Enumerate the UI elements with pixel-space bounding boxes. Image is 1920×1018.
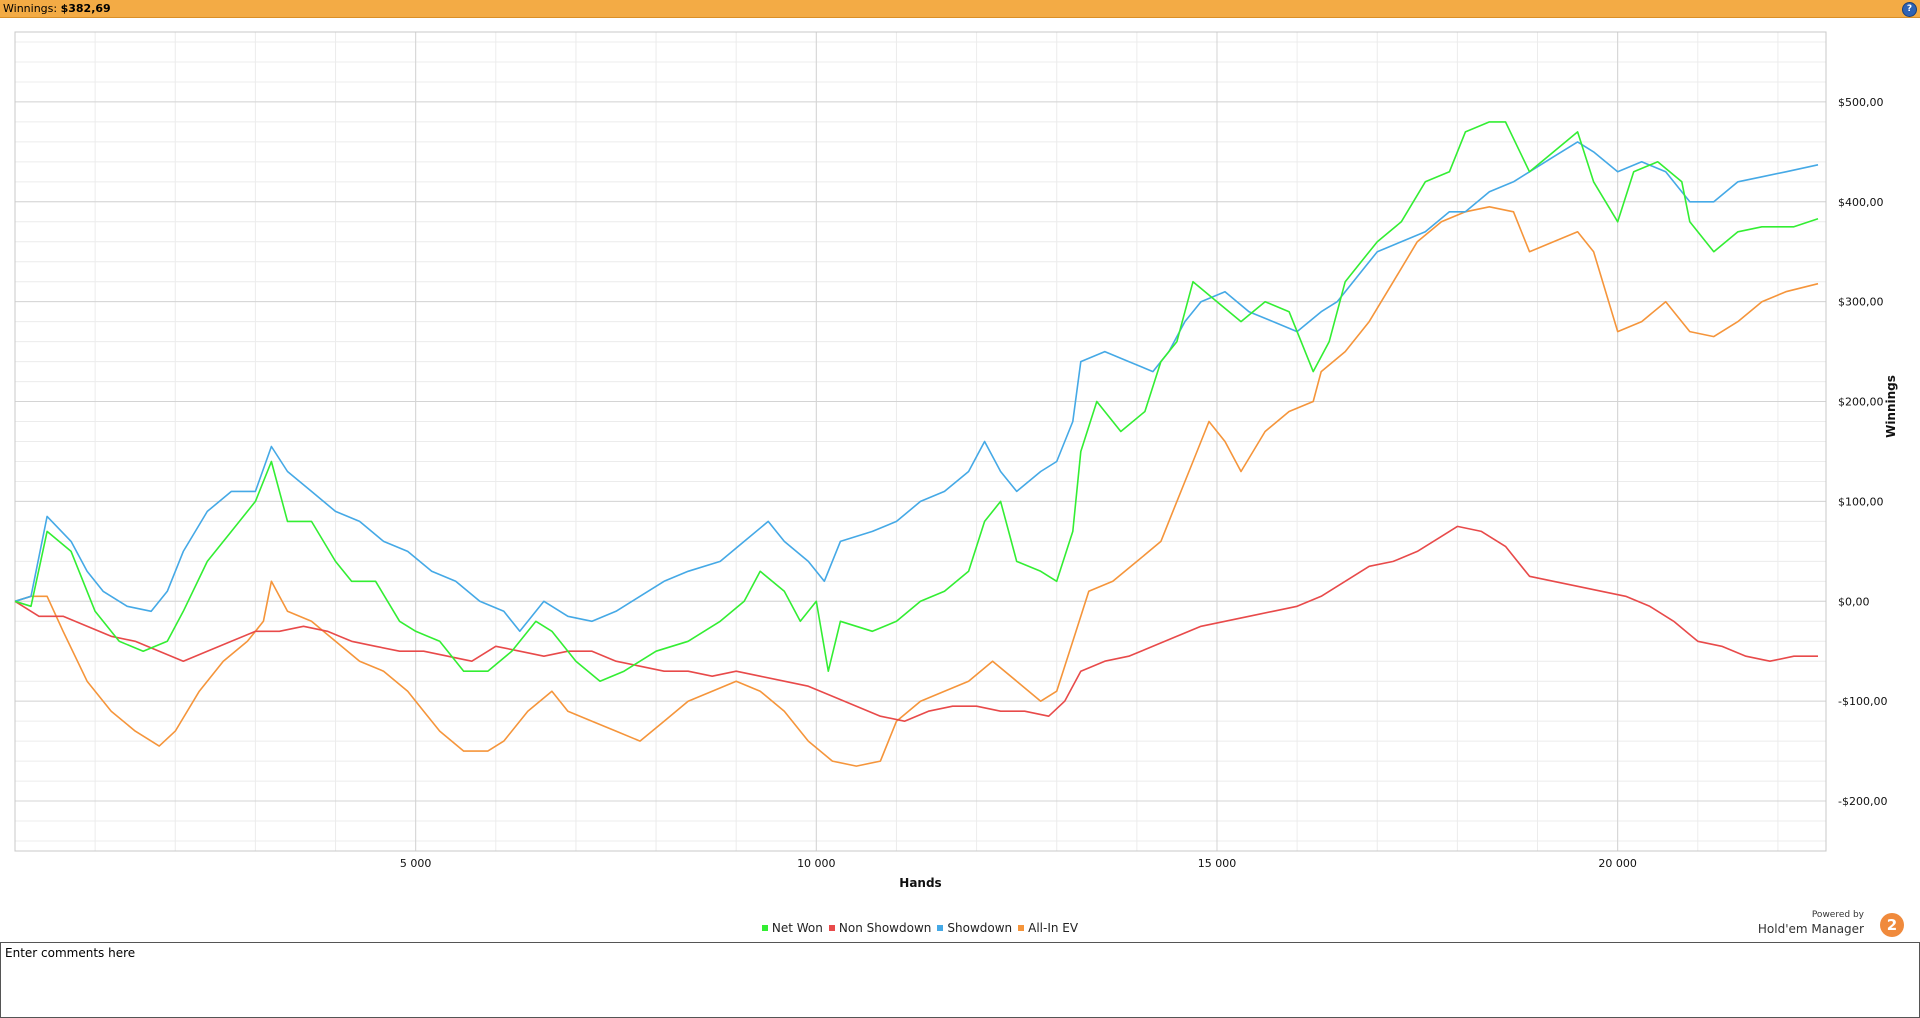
legend-item-all-in-ev: All-In EV [1018, 921, 1078, 935]
series-line-showdown [14, 141, 1819, 633]
legend-swatch [828, 924, 835, 931]
title-bar: Winnings: $382,69 ? [0, 0, 1920, 18]
grid [15, 32, 1826, 851]
y-tick-label: $0,00 [1838, 595, 1870, 608]
y-tick-label: $500,00 [1838, 96, 1884, 109]
y-tick-label: -$100,00 [1838, 695, 1887, 708]
legend-item-non-showdown: Non Showdown [828, 921, 932, 935]
legend-swatch [761, 924, 768, 931]
brand-logo-icon: 2 [1880, 913, 1904, 937]
legend-swatch [1018, 924, 1025, 931]
winnings-summary: Winnings: $382,69 [3, 2, 111, 15]
brand-name: Hold'em Manager [1757, 922, 1864, 936]
legend-label: All-In EV [1028, 921, 1079, 935]
y-axis-label: Winnings [1884, 375, 1898, 438]
comments-input[interactable]: Enter comments here [0, 942, 1920, 1018]
legend-label: Showdown [947, 921, 1013, 935]
y-tick-label: $100,00 [1838, 495, 1884, 508]
powered-by-badge: Powered by Hold'em Manager 2 [1744, 910, 1904, 938]
x-tick-label: 5 000 [400, 857, 432, 870]
x-tick-label: 15 000 [1198, 857, 1237, 870]
y-tick-label: $400,00 [1838, 196, 1884, 209]
x-tick-label: 10 000 [797, 857, 836, 870]
y-tick-label: $200,00 [1838, 396, 1884, 409]
y-axis-ticks: -$200,00 -$100,00 $0,00 $100,00 $200,00 $300,… [1838, 96, 1887, 808]
winnings-chart: -$200,00 -$100,00 $0,00 $100,00 $200,00 $300,… [14, 31, 1898, 890]
x-tick-label: 20 000 [1598, 857, 1637, 870]
plot-frame [14, 31, 1827, 852]
legend-swatch [937, 924, 944, 931]
y-tick-label: $300,00 [1838, 296, 1884, 309]
legend-label: Non Showdown [838, 921, 932, 935]
series-line-non-showdown [14, 525, 1818, 722]
legend: Net Won Non Showdown Showdown All-In EV [0, 921, 1840, 935]
legend-label: Net Won [771, 921, 823, 935]
y-tick-label: -$200,00 [1838, 795, 1887, 808]
comments-placeholder: Enter comments here [5, 946, 136, 960]
legend-item-showdown: Showdown [937, 921, 1012, 935]
series-line-all-in-ev [14, 206, 1819, 767]
legend-item-net-won: Net Won [761, 921, 823, 935]
series-line-net-won [14, 121, 1819, 682]
winnings-value: $382,69 [60, 2, 111, 15]
x-axis-label: Hands [899, 876, 941, 890]
x-axis-ticks: 5 000 10 000 15 000 20 000 [400, 857, 1637, 870]
winnings-label: Winnings: [3, 2, 58, 15]
powered-by-text: Powered by [1811, 910, 1864, 920]
help-icon[interactable]: ? [1902, 2, 1917, 17]
series-layer [14, 121, 1819, 767]
